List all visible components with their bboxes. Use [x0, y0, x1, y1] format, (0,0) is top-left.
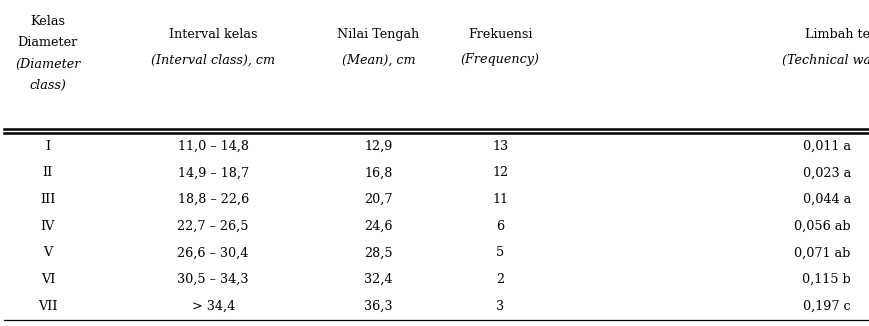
Text: II: II — [43, 166, 53, 179]
Text: 5: 5 — [495, 246, 504, 259]
Text: V: V — [43, 246, 52, 259]
Text: 2: 2 — [495, 273, 504, 286]
Text: 16,8: 16,8 — [364, 166, 392, 179]
Text: 28,5: 28,5 — [364, 246, 392, 259]
Text: 11,0 – 14,8: 11,0 – 14,8 — [177, 140, 249, 153]
Text: 24,6: 24,6 — [364, 220, 392, 233]
Text: 36,3: 36,3 — [364, 300, 392, 313]
Text: 11: 11 — [492, 193, 507, 206]
Text: VI: VI — [41, 273, 55, 286]
Text: 14,9 – 18,7: 14,9 – 18,7 — [177, 166, 249, 179]
Text: (Frequency): (Frequency) — [461, 53, 539, 67]
Text: 30,5 – 34,3: 30,5 – 34,3 — [177, 273, 249, 286]
Text: 6: 6 — [495, 220, 504, 233]
Text: 0,197 c: 0,197 c — [802, 300, 850, 313]
Text: class): class) — [30, 79, 66, 92]
Text: (Mean), cm: (Mean), cm — [342, 53, 415, 67]
Text: Frekuensi: Frekuensi — [468, 28, 532, 41]
Text: III: III — [40, 193, 56, 206]
Text: 18,8 – 22,6: 18,8 – 22,6 — [177, 193, 249, 206]
Text: 0,056 ab: 0,056 ab — [793, 220, 850, 233]
Text: 12: 12 — [492, 166, 507, 179]
Text: VII: VII — [38, 300, 57, 313]
Text: Kelas: Kelas — [30, 15, 65, 28]
Text: 0,011 a: 0,011 a — [802, 140, 850, 153]
Text: Nilai Tengah: Nilai Tengah — [337, 28, 419, 41]
Text: 0,023 a: 0,023 a — [802, 166, 850, 179]
Text: IV: IV — [41, 220, 55, 233]
Text: 26,6 – 30,4: 26,6 – 30,4 — [177, 246, 249, 259]
Text: 32,4: 32,4 — [364, 273, 392, 286]
Text: 20,7: 20,7 — [364, 193, 392, 206]
Text: 0,115 b: 0,115 b — [801, 273, 850, 286]
Text: I: I — [45, 140, 50, 153]
Text: Limbah teknis: Limbah teknis — [804, 28, 869, 41]
Text: (Interval class), cm: (Interval class), cm — [151, 53, 275, 67]
Text: 13: 13 — [492, 140, 507, 153]
Text: Diameter: Diameter — [17, 36, 78, 49]
Text: (Diameter: (Diameter — [15, 58, 81, 71]
Text: 12,9: 12,9 — [364, 140, 392, 153]
Text: Interval kelas: Interval kelas — [169, 28, 257, 41]
Text: 3: 3 — [495, 300, 504, 313]
Text: 22,7 – 26,5: 22,7 – 26,5 — [177, 220, 249, 233]
Text: 0,044 a: 0,044 a — [802, 193, 850, 206]
Text: 0,071 ab: 0,071 ab — [793, 246, 850, 259]
Text: (Technical waste), m³: (Technical waste), m³ — [780, 53, 869, 67]
Text: > 34,4: > 34,4 — [191, 300, 235, 313]
